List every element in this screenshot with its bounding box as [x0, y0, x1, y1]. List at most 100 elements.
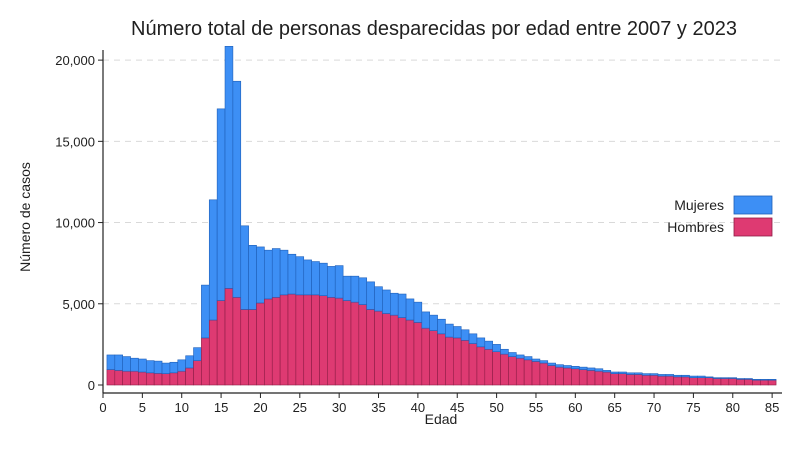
bar-mujeres-71	[657, 374, 667, 377]
bar-mujeres-22	[271, 248, 281, 298]
bar-mujeres-24	[287, 253, 297, 295]
bar-mujeres-8	[161, 362, 171, 374]
bar-mujeres-82	[744, 378, 753, 380]
bar-hombres-63	[594, 370, 604, 386]
bar-mujeres-69	[641, 373, 651, 376]
bar-mujeres-11	[185, 355, 194, 369]
bar-hombres-67	[626, 374, 635, 386]
bar-hombres-51	[500, 353, 509, 386]
bar-hombres-26	[303, 294, 312, 386]
bar-hombres-76	[697, 377, 706, 386]
x-tick-label-6: 30	[332, 400, 346, 415]
bar-hombres-64	[602, 371, 612, 386]
y-tick-label-3: 15,000	[55, 134, 95, 149]
bar-mujeres-28	[319, 262, 328, 296]
bar-hombres-18	[240, 309, 249, 386]
bar-hombres-13	[201, 337, 210, 386]
bar-mujeres-48	[476, 337, 486, 348]
bar-mujeres-30	[334, 265, 344, 299]
bar-mujeres-40	[413, 301, 423, 323]
bar-hombres-52	[508, 356, 517, 386]
x-tick-label-4: 20	[253, 400, 267, 415]
x-tick-label-11: 55	[529, 400, 543, 415]
bar-mujeres-27	[311, 261, 320, 296]
x-tick-label-1: 5	[139, 400, 146, 415]
bar-hombres-32	[350, 301, 360, 386]
bar-mujeres-42	[429, 314, 438, 331]
bar-mujeres-53	[515, 354, 525, 359]
legend-swatch-mujeres	[733, 195, 773, 215]
bar-hombres-39	[405, 319, 415, 386]
bar-hombres-2	[114, 370, 123, 386]
bar-hombres-17	[232, 296, 242, 386]
bar-hombres-80	[728, 378, 738, 386]
bar-mujeres-73	[673, 374, 682, 378]
bar-mujeres-1	[106, 354, 116, 370]
bar-hombres-49	[484, 348, 493, 386]
bar-hombres-65	[610, 373, 619, 386]
x-tick-label-0: 0	[99, 400, 106, 415]
bar-hombres-72	[665, 375, 675, 386]
bar-hombres-81	[736, 379, 745, 386]
bar-hombres-37	[390, 314, 399, 386]
bar-hombres-75	[689, 377, 698, 386]
chart-title: Número total de personas desparecidas po…	[131, 18, 737, 40]
bar-mujeres-34	[366, 281, 375, 310]
legend-label-mujeres: Mujeres	[674, 197, 724, 213]
bar-hombres-59	[563, 367, 572, 386]
bar-hombres-73	[673, 376, 682, 386]
bar-hombres-22	[271, 296, 281, 386]
bar-mujeres-5	[138, 358, 147, 373]
bar-mujeres-47	[468, 333, 478, 344]
bar-mujeres-17	[232, 80, 242, 298]
bar-hombres-12	[193, 360, 202, 386]
bar-hombres-70	[649, 374, 659, 386]
x-tick-label-2: 10	[174, 400, 188, 415]
bar-hombres-66	[618, 373, 627, 386]
bar-hombres-58	[555, 366, 564, 386]
bar-hombres-36	[382, 313, 391, 386]
bar-mujeres-41	[421, 311, 430, 329]
bar-mujeres-2	[114, 354, 123, 371]
x-tick-label-16: 80	[726, 400, 740, 415]
bar-mujeres-10	[177, 359, 186, 372]
bar-mujeres-15	[216, 108, 226, 301]
bar-mujeres-80	[728, 377, 738, 379]
legend-label-hombres: Hombres	[667, 219, 724, 235]
bar-hombres-84	[760, 379, 769, 386]
bar-mujeres-16	[224, 46, 234, 289]
bar-mujeres-23	[279, 249, 289, 296]
bar-mujeres-35	[374, 286, 383, 312]
bar-hombres-30	[334, 297, 344, 386]
bar-hombres-55	[531, 361, 541, 386]
bar-hombres-7	[153, 373, 163, 386]
bar-hombres-20	[256, 302, 265, 386]
bar-mujeres-76	[697, 375, 706, 378]
bar-mujeres-61	[578, 366, 588, 370]
y-axis-label: Número de casos	[17, 162, 33, 272]
bar-mujeres-74	[681, 374, 690, 378]
bar-hombres-68	[634, 374, 643, 386]
bar-hombres-21	[264, 298, 273, 386]
bar-mujeres-32	[350, 275, 360, 303]
bar-mujeres-54	[523, 356, 533, 361]
bar-hombres-35	[374, 310, 383, 386]
y-tick-label-2: 10,000	[55, 216, 95, 231]
bar-hombres-77	[704, 377, 714, 386]
bar-hombres-33	[358, 304, 368, 386]
bar-hombres-11	[185, 367, 194, 386]
bar-hombres-78	[712, 378, 722, 386]
x-tick-label-9: 45	[450, 400, 464, 415]
tick-labels: 0 5,000 10,000 15,000 20,000 0 5 10 15 20 25 30 35 40…	[55, 53, 779, 415]
bar-hombres-74	[681, 376, 690, 386]
bar-mujeres-85	[767, 379, 777, 381]
bar-mujeres-45	[453, 326, 462, 339]
bar-mujeres-49	[484, 340, 493, 350]
bar-hombres-15	[216, 300, 226, 386]
bar-hombres-83	[752, 379, 761, 386]
bar-mujeres-59	[563, 365, 572, 369]
bar-hombres-38	[397, 317, 407, 386]
grid-lines	[103, 59, 780, 305]
bar-hombres-42	[429, 330, 438, 386]
